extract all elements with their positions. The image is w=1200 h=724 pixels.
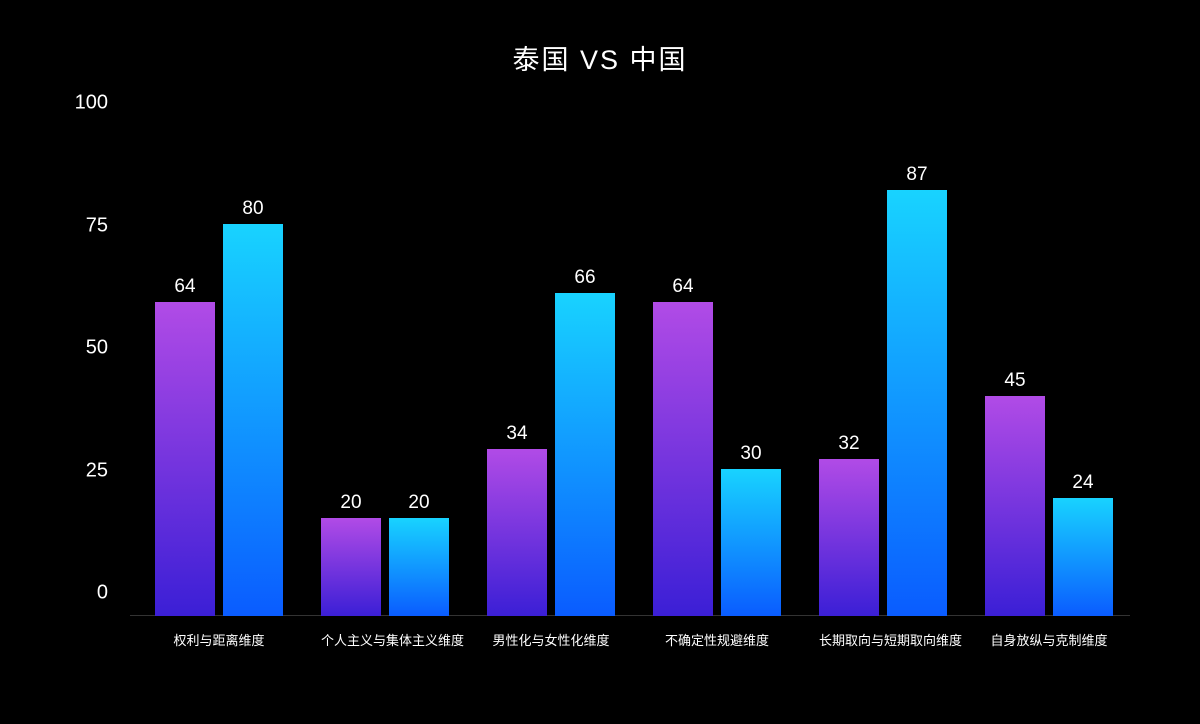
bar-value-label: 24: [1053, 472, 1113, 494]
bar: 20: [321, 518, 381, 616]
bar: 80: [223, 224, 283, 616]
bar-value-label: 30: [721, 443, 781, 465]
bars-layer: 权利与距离维度6480个人主义与集体主义维度2020男性化与女性化维度3466不…: [130, 126, 1130, 616]
bar-value-label: 45: [985, 370, 1045, 392]
bar-group: 权利与距离维度6480: [136, 126, 302, 616]
y-tick-label: 50: [86, 337, 130, 360]
plot-area: 0255075100权利与距离维度6480个人主义与集体主义维度2020男性化与…: [130, 126, 1130, 616]
y-tick-label: 75: [86, 214, 130, 237]
bar-value-label: 32: [819, 433, 879, 455]
bar: 32: [819, 459, 879, 616]
bar-value-label: 20: [389, 492, 449, 514]
bar-group: 男性化与女性化维度3466: [468, 126, 634, 616]
y-tick-label: 100: [75, 92, 130, 115]
bar-value-label: 64: [155, 276, 215, 298]
bar-group: 长期取向与短期取向维度3287: [800, 126, 966, 616]
chart-container: 泰国 VS 中国 0255075100权利与距离维度6480个人主义与集体主义维…: [0, 0, 1200, 724]
bar: 64: [155, 302, 215, 616]
bar-value-label: 20: [321, 492, 381, 514]
bar-group: 不确定性规避维度6430: [634, 126, 800, 616]
x-tick-label: 自身放纵与克制维度: [985, 616, 1113, 649]
bar-group: 自身放纵与克制维度4524: [966, 126, 1132, 616]
bar-value-label: 87: [887, 164, 947, 186]
x-tick-label: 男性化与女性化维度: [487, 616, 615, 649]
x-tick-label: 不确定性规避维度: [653, 616, 781, 649]
y-tick-label: 0: [97, 582, 130, 605]
bar: 64: [653, 302, 713, 616]
y-tick-label: 25: [86, 459, 130, 482]
bar: 66: [555, 293, 615, 616]
x-tick-label: 权利与距离维度: [155, 616, 283, 649]
bar: 24: [1053, 498, 1113, 616]
bar: 20: [389, 518, 449, 616]
bar: 30: [721, 469, 781, 616]
bar-value-label: 66: [555, 267, 615, 289]
bar: 34: [487, 449, 547, 616]
x-tick-label: 长期取向与短期取向维度: [819, 616, 947, 649]
bar: 45: [985, 396, 1045, 617]
bar-group: 个人主义与集体主义维度2020: [302, 126, 468, 616]
bar-value-label: 34: [487, 423, 547, 445]
bar-value-label: 80: [223, 198, 283, 220]
chart-title: 泰国 VS 中国: [0, 38, 1200, 77]
bar: 87: [887, 190, 947, 616]
bar-value-label: 64: [653, 276, 713, 298]
x-tick-label: 个人主义与集体主义维度: [321, 616, 449, 649]
